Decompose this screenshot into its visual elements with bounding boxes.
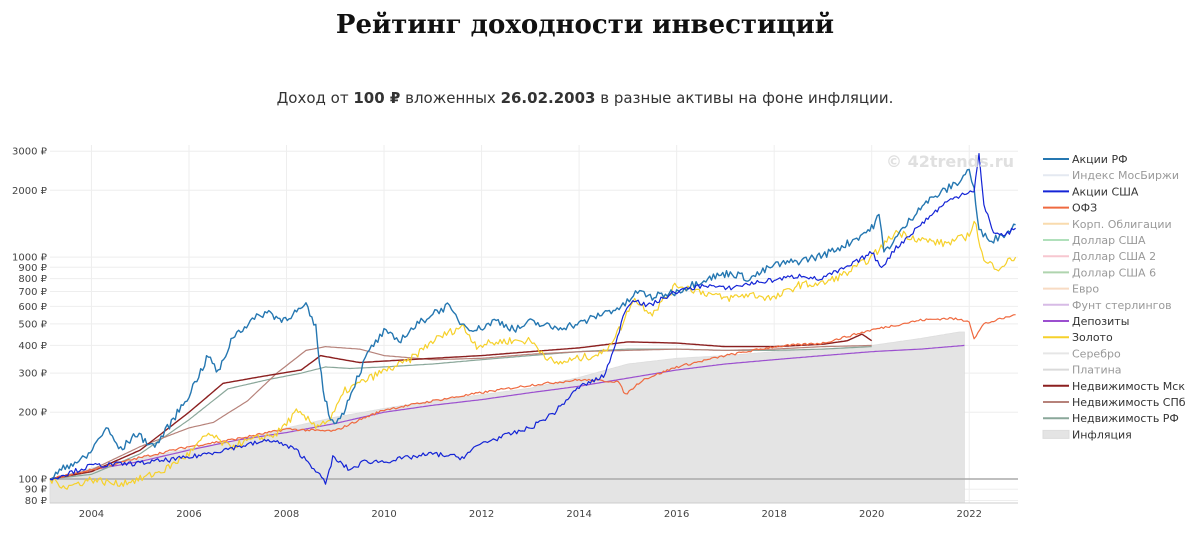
axis-layer: 3000 ₽ 2000 ₽ 1000 ₽900 ₽800 ₽ 700 ₽ 600 ₽ 50… bbox=[12, 147, 1018, 520]
legend-label: Индекс МосБиржи bbox=[1072, 169, 1179, 182]
legend-label: ОФЗ bbox=[1072, 202, 1097, 215]
x-tick-label-1: 2006 bbox=[176, 509, 201, 520]
legend-item-4[interactable]: Корп. Облигации bbox=[1043, 218, 1172, 231]
y-tick-label-10: 200 ₽ bbox=[18, 408, 47, 419]
legend-label: Недвижимость РФ bbox=[1072, 412, 1179, 425]
legend-label: Корп. Облигации bbox=[1072, 218, 1172, 231]
series-line-14 bbox=[49, 333, 873, 480]
series-line-2 bbox=[49, 153, 1016, 485]
legend-label: Евро bbox=[1072, 283, 1099, 296]
legend-label: Доллар США bbox=[1072, 234, 1146, 247]
legend-item-9[interactable]: Фунт стерлингов bbox=[1043, 299, 1172, 312]
legend-item-14[interactable]: Недвижимость Мск bbox=[1043, 380, 1185, 393]
x-tick-label-4: 2012 bbox=[469, 509, 494, 520]
y-tick-label-9: 300 ₽ bbox=[18, 369, 47, 380]
x-tick-label-0: 2004 bbox=[79, 509, 104, 520]
subtitle-date: 26.02.2003 bbox=[500, 89, 596, 107]
legend-item-inflation[interactable]: Инфляция bbox=[1042, 428, 1132, 441]
y-tick-label-7: 500 ₽ bbox=[18, 319, 47, 330]
legend-label: Платина bbox=[1072, 364, 1122, 377]
legend-label: Доллар США 2 bbox=[1072, 250, 1156, 263]
legend-label: Акции США bbox=[1072, 185, 1139, 198]
subtitle-amount: 100 ₽ bbox=[353, 89, 401, 107]
legend-item-6[interactable]: Доллар США 2 bbox=[1043, 250, 1156, 263]
series-line-3 bbox=[49, 314, 1016, 480]
legend-item-8[interactable]: Евро bbox=[1043, 283, 1099, 296]
y-tick-label-11: 100 ₽ bbox=[18, 475, 47, 486]
y-tick-label-13: 80 ₽ bbox=[25, 496, 48, 507]
chart-canvas[interactable]: 3000 ₽ 2000 ₽ 1000 ₽900 ₽800 ₽ 700 ₽ 600 ₽ 50… bbox=[0, 140, 1200, 540]
series-line-15 bbox=[49, 344, 872, 480]
y-tick-label-5: 700 ₽ bbox=[18, 287, 47, 298]
legend-item-12[interactable]: Серебро bbox=[1043, 347, 1121, 360]
legend-item-16[interactable]: Недвижимость РФ bbox=[1043, 412, 1179, 425]
x-tick-label-9: 2022 bbox=[957, 509, 982, 520]
legend-item-13[interactable]: Платина bbox=[1043, 364, 1122, 377]
y-tick-label-3: 900 ₽ bbox=[18, 263, 47, 274]
x-tick-label-8: 2020 bbox=[859, 509, 884, 520]
legend-swatch bbox=[1042, 429, 1070, 439]
x-tick-label-2: 2008 bbox=[274, 509, 299, 520]
series-layer bbox=[49, 153, 1018, 490]
legend-item-0[interactable]: Акции РФ bbox=[1043, 153, 1128, 166]
subtitle-text-1: Доход от bbox=[276, 89, 354, 107]
x-tick-label-3: 2010 bbox=[371, 509, 396, 520]
y-tick-label-2: 1000 ₽ bbox=[12, 253, 48, 264]
legend-label: Золото bbox=[1072, 331, 1113, 344]
x-tick-label-7: 2018 bbox=[761, 509, 786, 520]
legend-item-10[interactable]: Депозиты bbox=[1043, 315, 1129, 328]
legend-item-3[interactable]: ОФЗ bbox=[1043, 202, 1097, 215]
x-tick-label-5: 2014 bbox=[566, 509, 591, 520]
subtitle-text-2: вложенных bbox=[400, 89, 501, 107]
series-line-0 bbox=[49, 168, 1016, 480]
chart-title: Рейтинг доходности инвестиций bbox=[335, 10, 835, 40]
legend-item-5[interactable]: Доллар США bbox=[1043, 234, 1146, 247]
watermark-text: © 42trends.ru bbox=[886, 152, 1014, 171]
series-line-10 bbox=[49, 344, 965, 480]
legend-item-15[interactable]: Недвижимость СПб bbox=[1043, 396, 1186, 409]
y-tick-label-6: 600 ₽ bbox=[18, 302, 47, 313]
y-tick-label-4: 800 ₽ bbox=[18, 274, 47, 285]
chart-legend[interactable]: Акции РФ Индекс МосБиржи Акции США ОФЗ Корп.… bbox=[1042, 153, 1186, 441]
legend-item-1[interactable]: Индекс МосБиржи bbox=[1043, 169, 1179, 182]
legend-label: Недвижимость СПб bbox=[1072, 396, 1186, 409]
legend-item-7[interactable]: Доллар США 6 bbox=[1043, 266, 1156, 279]
chart-subtitle: Доход от 100 ₽ вложенных 26.02.2003 в ра… bbox=[0, 89, 1170, 107]
legend-label: Акции РФ bbox=[1072, 153, 1128, 166]
legend-label: Серебро bbox=[1072, 347, 1121, 360]
legend-label: Недвижимость Мск bbox=[1072, 380, 1185, 393]
legend-label: Инфляция bbox=[1072, 428, 1132, 441]
legend-item-2[interactable]: Акции США bbox=[1043, 185, 1139, 198]
y-tick-label-8: 400 ₽ bbox=[18, 341, 47, 352]
y-tick-label-1: 2000 ₽ bbox=[12, 186, 48, 197]
legend-item-11[interactable]: Золото bbox=[1043, 331, 1113, 344]
legend-label: Доллар США 6 bbox=[1072, 266, 1156, 279]
legend-label: Фунт стерлингов bbox=[1072, 299, 1172, 312]
y-tick-label-0: 3000 ₽ bbox=[12, 147, 48, 158]
y-tick-label-12: 90 ₽ bbox=[25, 485, 48, 496]
series-line-11 bbox=[49, 220, 1017, 490]
x-tick-label-6: 2016 bbox=[664, 509, 689, 520]
legend-label: Депозиты bbox=[1072, 315, 1129, 328]
subtitle-text-3: в разные активы на фоне инфляции. bbox=[595, 89, 894, 107]
